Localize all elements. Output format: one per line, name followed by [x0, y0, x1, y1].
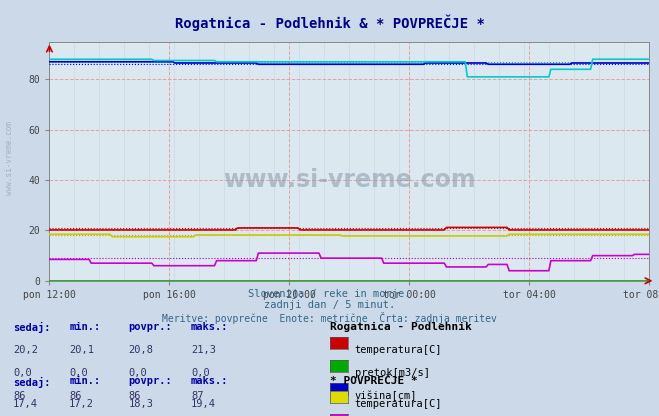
- Text: Rogatnica - Podlehnik & * POVPREČJE *: Rogatnica - Podlehnik & * POVPREČJE *: [175, 15, 484, 31]
- Text: povpr.:: povpr.:: [129, 322, 172, 332]
- Text: * POVPREČJE *: * POVPREČJE *: [330, 376, 417, 386]
- Text: povpr.:: povpr.:: [129, 376, 172, 386]
- Text: 86: 86: [129, 391, 141, 401]
- Text: 17,2: 17,2: [69, 399, 94, 409]
- Text: www.si-vreme.com: www.si-vreme.com: [223, 168, 476, 192]
- Text: 17,4: 17,4: [13, 399, 38, 409]
- Text: pretok[m3/s]: pretok[m3/s]: [355, 368, 430, 378]
- Text: 20,1: 20,1: [69, 345, 94, 355]
- Text: 0,0: 0,0: [129, 368, 147, 378]
- Text: sedaj:: sedaj:: [13, 376, 51, 388]
- Text: 21,3: 21,3: [191, 345, 216, 355]
- Text: Meritve: povprečne  Enote: metrične  Črta: zadnja meritev: Meritve: povprečne Enote: metrične Črta:…: [162, 312, 497, 324]
- Text: sedaj:: sedaj:: [13, 322, 51, 334]
- Text: temperatura[C]: temperatura[C]: [355, 399, 442, 409]
- Text: 86: 86: [69, 391, 82, 401]
- Text: min.:: min.:: [69, 322, 100, 332]
- Text: 86: 86: [13, 391, 26, 401]
- Text: 0,0: 0,0: [13, 368, 32, 378]
- Text: Slovenija / reke in morje.: Slovenija / reke in morje.: [248, 289, 411, 299]
- Text: 20,2: 20,2: [13, 345, 38, 355]
- Text: 87: 87: [191, 391, 204, 401]
- Text: www.si-vreme.com: www.si-vreme.com: [5, 121, 14, 195]
- Text: 19,4: 19,4: [191, 399, 216, 409]
- Text: min.:: min.:: [69, 376, 100, 386]
- Text: 20,8: 20,8: [129, 345, 154, 355]
- Text: 18,3: 18,3: [129, 399, 154, 409]
- Text: višina[cm]: višina[cm]: [355, 391, 417, 401]
- Text: 0,0: 0,0: [69, 368, 88, 378]
- Text: zadnji dan / 5 minut.: zadnji dan / 5 minut.: [264, 300, 395, 310]
- Text: maks.:: maks.:: [191, 322, 229, 332]
- Text: Rogatnica - Podlehnik: Rogatnica - Podlehnik: [330, 322, 471, 332]
- Text: temperatura[C]: temperatura[C]: [355, 345, 442, 355]
- Text: 0,0: 0,0: [191, 368, 210, 378]
- Text: maks.:: maks.:: [191, 376, 229, 386]
